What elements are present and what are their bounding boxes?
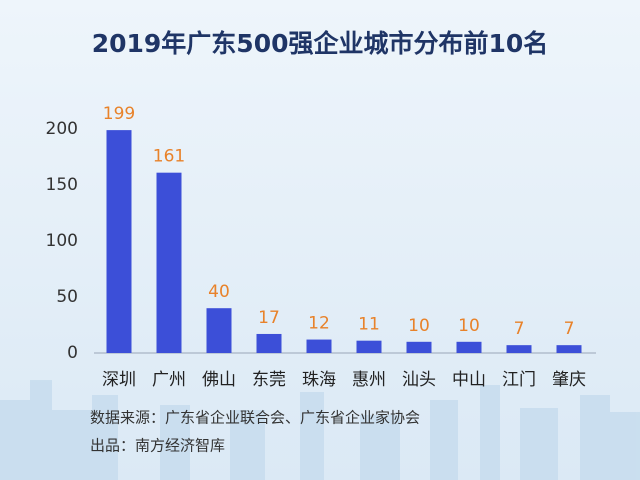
y-tick-label: 200 <box>46 119 78 139</box>
x-tick-label: 佛山 <box>202 370 236 390</box>
producer-note: 出品：南方经济智库 <box>90 437 225 455</box>
x-tick-label: 肇庆 <box>552 370 586 390</box>
skyline <box>0 380 640 480</box>
x-tick-label: 江门 <box>502 370 536 390</box>
bar <box>156 172 182 353</box>
chart-title: 2019年广东500强企业城市分布前10名 <box>92 29 549 58</box>
x-tick-label: 广州 <box>152 370 186 390</box>
bar <box>206 308 232 353</box>
value-label: 199 <box>103 104 135 124</box>
value-label: 40 <box>208 282 230 302</box>
x-tick-label: 东莞 <box>252 370 286 390</box>
bar <box>506 345 532 353</box>
x-tick-label: 中山 <box>452 370 486 390</box>
y-tick-label: 100 <box>46 231 78 251</box>
x-tick-label: 汕头 <box>402 370 436 390</box>
bar <box>456 341 482 353</box>
value-label: 17 <box>258 308 280 328</box>
value-label: 10 <box>458 316 480 336</box>
value-label: 10 <box>408 316 430 336</box>
y-tick-label: 0 <box>67 343 78 363</box>
value-label: 11 <box>358 315 380 335</box>
value-label: 12 <box>308 314 330 334</box>
x-tick-label: 惠州 <box>352 370 386 390</box>
bar <box>406 341 432 353</box>
y-tick-label: 50 <box>56 287 78 307</box>
bar <box>256 333 282 353</box>
x-tick-label: 深圳 <box>102 370 136 390</box>
bar <box>556 345 582 353</box>
value-label: 7 <box>514 319 525 339</box>
value-label: 161 <box>153 147 185 167</box>
value-label: 7 <box>564 319 575 339</box>
y-tick-label: 150 <box>46 175 78 195</box>
x-tick-label: 珠海 <box>302 370 336 390</box>
bar <box>356 340 382 353</box>
bar <box>106 130 132 353</box>
bar <box>306 339 332 353</box>
source-note: 数据来源：广东省企业联合会、广东省企业家协会 <box>90 409 420 427</box>
